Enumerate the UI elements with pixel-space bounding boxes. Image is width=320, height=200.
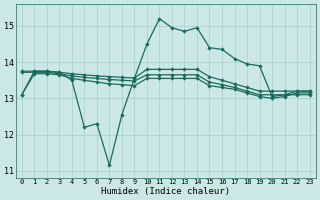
X-axis label: Humidex (Indice chaleur): Humidex (Indice chaleur) [101, 187, 230, 196]
